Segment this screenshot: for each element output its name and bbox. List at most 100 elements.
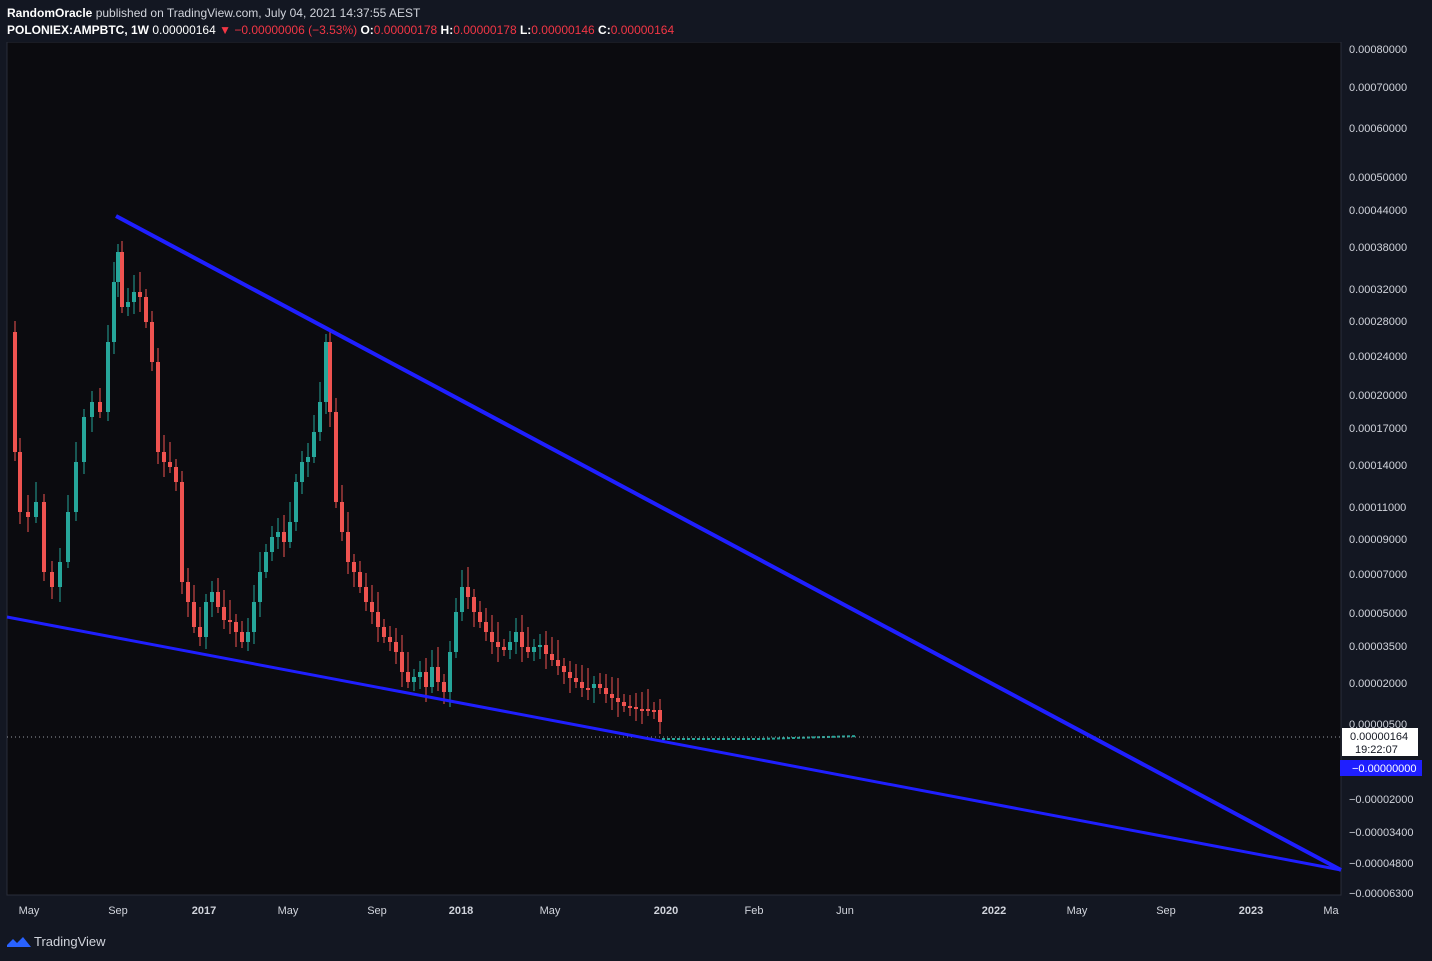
candle-body	[692, 738, 695, 740]
candle-body	[658, 710, 662, 722]
candle-body	[364, 587, 368, 602]
x-tick-label: 2017	[192, 905, 216, 917]
author-name[interactable]: RandomOracle	[7, 6, 93, 20]
candle-body	[717, 738, 720, 740]
price-change: −0.00000006 (−3.53%)	[234, 23, 358, 37]
candle-body	[460, 587, 464, 612]
publish-text: published on TradingView.com, July 04, 2…	[95, 6, 421, 20]
candle-body	[180, 482, 184, 582]
candle-body	[198, 627, 202, 637]
candle-body	[604, 688, 608, 694]
candle-body	[797, 736, 800, 739]
candle-body	[442, 682, 446, 692]
candle-body	[832, 735, 835, 738]
candle-body	[328, 342, 332, 412]
plot-area[interactable]	[6, 42, 1342, 896]
candle-body	[312, 432, 316, 457]
y-tick-label: 0.00032000	[1349, 284, 1407, 296]
lower-trendline[interactable]	[6, 615, 1342, 872]
x-tick-label: May	[19, 905, 40, 917]
x-tick-label: Sep	[367, 905, 387, 917]
candle-body	[418, 672, 422, 677]
candle-body	[98, 402, 102, 412]
last-price: 0.00000164	[152, 23, 216, 37]
candle-body	[472, 597, 476, 612]
candle-body	[346, 532, 350, 562]
candle-body	[732, 738, 735, 740]
candle-body	[264, 552, 268, 572]
candle-body	[162, 452, 166, 462]
x-tick-label: 2022	[982, 905, 1006, 917]
candle-body	[707, 738, 710, 740]
candle-body	[852, 735, 855, 738]
candle-body	[252, 602, 256, 632]
candle-body	[186, 582, 190, 602]
candle-body	[667, 738, 670, 740]
candle-body	[646, 709, 650, 711]
candle-body	[757, 738, 760, 740]
candle-body	[598, 684, 602, 688]
candle-body	[586, 688, 590, 690]
candle-body	[400, 652, 404, 672]
candle-body	[334, 412, 338, 502]
upper-trendline[interactable]	[115, 214, 1342, 872]
candle-body	[276, 532, 280, 537]
candle-body	[520, 632, 524, 647]
candle-body	[74, 462, 78, 512]
candle-body	[288, 522, 292, 542]
low-value: 0.00000146	[531, 23, 595, 37]
candle-body	[376, 612, 380, 627]
candle-body	[478, 612, 482, 622]
candle-body	[58, 562, 62, 587]
x-tick-label: Feb	[745, 905, 764, 917]
candle-body	[204, 602, 208, 637]
price-chart[interactable]: 0.00080000 0.00070000 0.00060000 0.00050000…	[0, 42, 1432, 925]
candle-body	[556, 660, 560, 666]
candle-body	[234, 622, 238, 632]
candle-body	[448, 652, 452, 692]
candle-body	[802, 736, 805, 739]
footer: TradingView	[0, 925, 1432, 961]
candle-body	[116, 252, 120, 282]
candle-body	[616, 698, 620, 702]
candle-body	[13, 332, 17, 452]
candle-body	[574, 678, 578, 682]
symbol-label[interactable]: POLONIEX:AMPBTC, 1W	[7, 23, 150, 37]
x-tick-label: Sep	[108, 905, 128, 917]
trendline-badge: −0.00000000	[1340, 760, 1422, 776]
x-tick-label: 2018	[449, 905, 473, 917]
candle-body	[787, 737, 790, 740]
candle-body	[318, 402, 322, 432]
candle-body	[358, 572, 362, 587]
candle-body	[502, 647, 506, 650]
x-tick-label: 2020	[654, 905, 678, 917]
candle-body	[662, 738, 665, 740]
last-price-badge-countdown: 19:22:07	[1355, 744, 1398, 756]
time-axis[interactable]: May Sep 2017 May Sep 2018 May 2020 Feb Jun 2022 May…	[19, 905, 1340, 917]
brand-name[interactable]: TradingView	[34, 934, 106, 949]
candle-body	[777, 737, 780, 740]
candle-body	[430, 667, 434, 687]
trendline-badge-value: −0.00000000	[1352, 763, 1417, 775]
candle-body	[812, 736, 815, 739]
candle-body	[568, 672, 572, 678]
candle-body	[762, 737, 765, 740]
candle-body	[526, 647, 530, 652]
candle-body	[722, 738, 725, 740]
y-tick-label: 0.00020000	[1349, 390, 1407, 402]
candle-body	[382, 627, 386, 637]
last-price-badge-value: 0.00000164	[1350, 731, 1408, 743]
candle-body	[324, 342, 328, 402]
candle-body	[144, 297, 148, 322]
candle-body	[454, 612, 458, 652]
candle-body	[394, 642, 398, 652]
candle-body	[490, 632, 494, 642]
y-tick-label: −0.00003400	[1349, 827, 1414, 839]
y-tick-label: 0.00070000	[1349, 82, 1407, 94]
candle-body	[677, 738, 680, 740]
candle-body	[622, 702, 626, 706]
candle-body	[532, 647, 536, 652]
candle-body	[240, 632, 244, 642]
candle-body	[652, 710, 656, 712]
candle-body	[352, 562, 356, 572]
